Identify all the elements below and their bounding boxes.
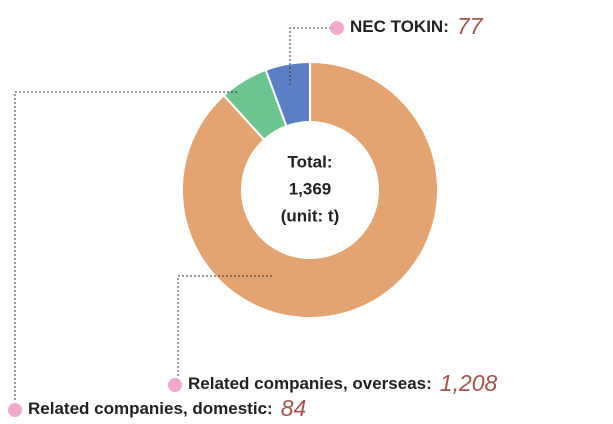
slice-label: Related companies, domestic: 84 [28,395,306,421]
category-label: Related companies, overseas: [188,374,432,393]
leader-line [289,27,330,85]
slice-label: Related companies, overseas: 1,208 [188,370,498,396]
slice-label: NEC TOKIN: 77 [350,13,484,39]
center-text: (unit: t) [281,206,340,225]
value-label: 1,208 [440,370,498,396]
donut-slice [264,60,311,128]
leader-line [14,91,237,402]
value-label: 77 [457,13,484,39]
leader-line [177,275,272,378]
label-dot [330,21,344,35]
center-text: 1,369 [289,179,332,198]
leaders [14,27,330,402]
value-label: 84 [281,395,307,421]
donut-slice [181,60,439,319]
category-label: Related companies, domestic: [28,399,273,418]
label-dot [168,378,182,392]
center-text: Total: [287,152,332,171]
category-label: NEC TOKIN: [350,17,449,36]
label-dot [8,403,22,417]
